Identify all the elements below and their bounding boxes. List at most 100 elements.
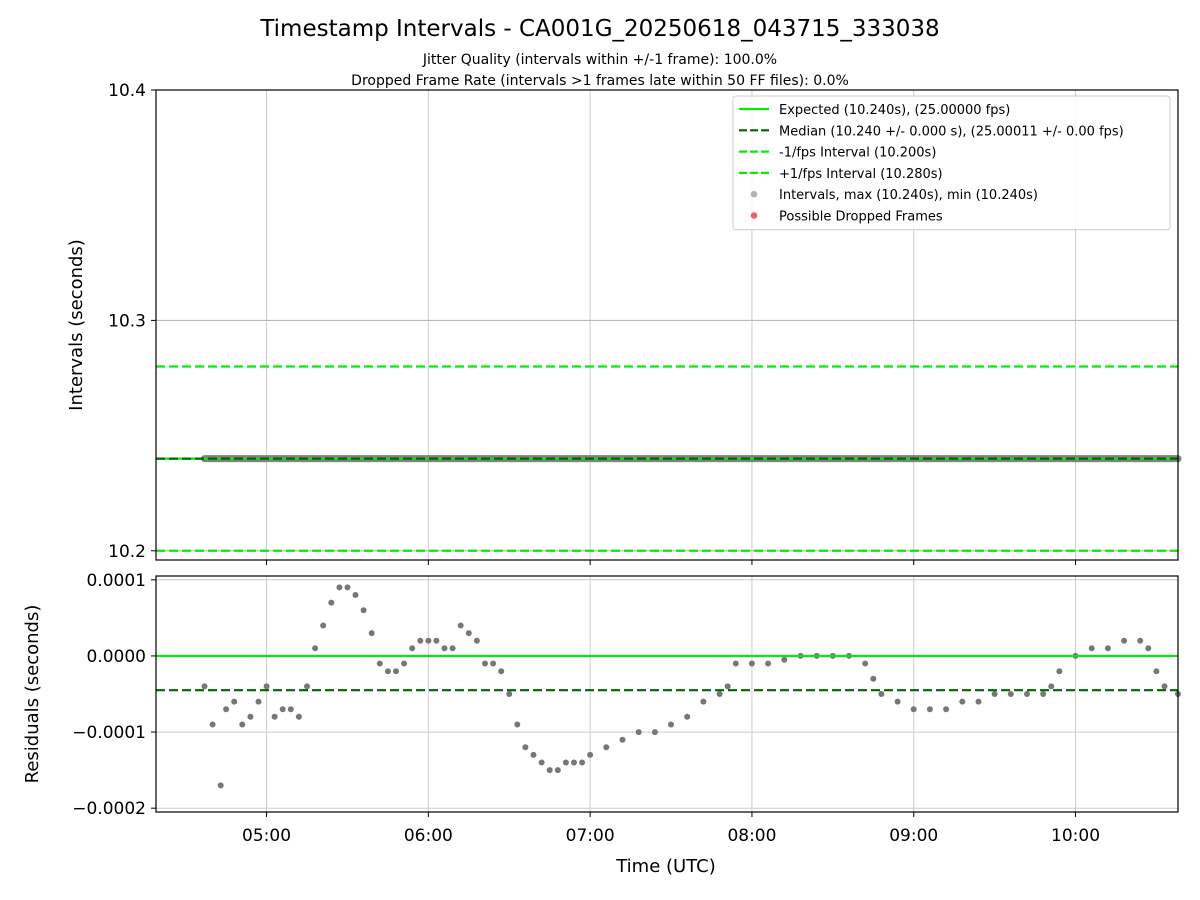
residual-point: [498, 668, 505, 675]
legend-label: Expected (10.240s), (25.00000 fps): [779, 103, 1010, 118]
residual-point: [320, 622, 327, 629]
residual-point: [417, 637, 424, 644]
residual-point: [1153, 668, 1160, 675]
residual-point: [571, 759, 577, 766]
residual-point: [530, 751, 537, 758]
residual-point: [1088, 645, 1095, 652]
residual-point: [482, 660, 488, 667]
bottom-y-tick-label: 0.0000: [87, 647, 146, 667]
residual-point: [862, 660, 869, 667]
residual-point: [352, 592, 359, 598]
residual-point: [304, 683, 310, 690]
residual-point: [360, 607, 367, 614]
residual-point: [1007, 691, 1014, 697]
bottom-y-tick-label: −0.0001: [72, 723, 146, 743]
residual-point: [894, 698, 901, 705]
residual-point: [223, 706, 230, 713]
residual-point: [231, 698, 238, 705]
residual-point: [209, 721, 216, 728]
residual-point: [344, 584, 351, 591]
residual-point: [506, 691, 513, 697]
residual-point: [457, 622, 464, 629]
residual-point: [409, 645, 416, 652]
chart-legend: Expected (10.240s), (25.00000 fps) Median…: [732, 95, 1171, 231]
residual-point: [287, 706, 294, 713]
residual-point: [554, 767, 561, 774]
residual-point: [562, 759, 569, 766]
residual-point: [1104, 645, 1111, 652]
residual-point: [651, 729, 658, 736]
residual-point: [1056, 668, 1063, 675]
residual-point: [716, 691, 723, 697]
legend-label: Possible Dropped Frames: [779, 210, 943, 225]
residual-point: [587, 751, 594, 758]
x-tick-label: 10:00: [1051, 826, 1100, 846]
legend-box: [732, 95, 1171, 231]
intervals-plot: 10.2 10.3 10.4 Intervals (seconds): [66, 81, 1182, 565]
legend-label: Intervals, max (10.240s), min (10.240s): [779, 188, 1038, 203]
top-y-axis-label: Intervals (seconds): [66, 239, 87, 411]
x-tick-label: 07:00: [566, 826, 615, 846]
residual-point: [975, 698, 982, 705]
residual-point: [700, 698, 707, 705]
residual-point: [279, 706, 286, 713]
residual-point: [295, 713, 302, 720]
top-y-tick-label: 10.3: [108, 311, 146, 331]
residual-point: [991, 691, 998, 697]
residual-point: [1121, 637, 1128, 644]
residual-point: [878, 691, 885, 697]
residual-point: [425, 637, 432, 644]
residual-point: [465, 630, 472, 637]
x-tick-label: 09:00: [889, 826, 938, 846]
residual-point: [522, 744, 529, 751]
residual-point: [368, 630, 375, 637]
residual-point: [433, 637, 440, 644]
residual-point: [579, 759, 586, 766]
residual-point: [635, 729, 642, 736]
residual-point: [384, 668, 391, 675]
residual-point: [748, 660, 755, 667]
residual-point: [393, 668, 399, 675]
residual-point: [473, 637, 480, 644]
residual-point: [619, 736, 626, 743]
legend-label: +1/fps Interval (10.280s): [779, 167, 943, 182]
residual-point: [201, 683, 208, 690]
residual-point: [376, 660, 383, 667]
residual-point: [328, 599, 335, 606]
legend-label: -1/fps Interval (10.200s): [779, 146, 936, 161]
legend-label: Median (10.240 +/- 0.000 s), (25.00011 +…: [779, 124, 1124, 139]
residual-point: [255, 698, 262, 705]
residual-point: [271, 713, 278, 720]
residual-point: [490, 660, 497, 667]
top-plot-frame: [155, 89, 1179, 561]
x-axis-label: Time (UTC): [615, 856, 716, 877]
x-tick-label: 06:00: [404, 826, 453, 846]
residual-point: [1137, 637, 1144, 644]
residual-point: [449, 645, 456, 652]
residual-point: [239, 721, 246, 728]
bottom-y-tick-label: 0.0001: [87, 571, 146, 591]
residual-point: [926, 706, 933, 713]
x-tick-label: 05:00: [242, 826, 291, 846]
residual-point: [684, 713, 691, 720]
residual-point: [910, 706, 917, 713]
top-y-tick-label: 10.2: [108, 542, 146, 562]
residual-point: [514, 721, 521, 728]
legend-dot-marker: [750, 190, 758, 198]
residual-point: [312, 645, 319, 652]
bottom-y-axis-label: Residuals (seconds): [22, 605, 43, 784]
top-y-tick-label: 10.4: [108, 81, 146, 101]
residual-point: [943, 706, 950, 713]
chart-subtitle-jitter: Jitter Quality (intervals within +/-1 fr…: [422, 52, 777, 68]
chart-title: Timestamp Intervals - CA001G_20250618_04…: [259, 16, 939, 42]
residual-point: [247, 713, 254, 720]
residual-point: [538, 759, 545, 766]
residual-point: [870, 675, 877, 682]
legend-dot-marker: [750, 212, 758, 219]
bottom-y-tick-label: −0.0002: [72, 799, 146, 819]
residual-point: [401, 660, 408, 667]
residual-point: [217, 782, 224, 789]
residual-point: [724, 683, 731, 690]
residual-point: [336, 584, 343, 591]
